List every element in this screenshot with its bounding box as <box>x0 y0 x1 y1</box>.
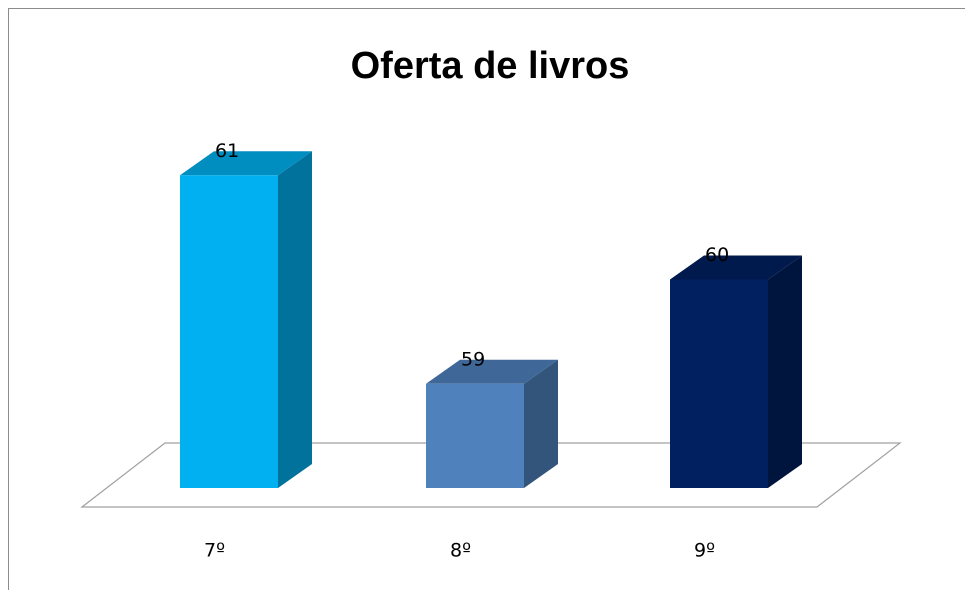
bar-side <box>768 255 802 488</box>
bar <box>426 359 558 488</box>
x-tick-label: 9º <box>694 540 715 562</box>
bar <box>670 255 802 488</box>
bar-front <box>426 383 524 488</box>
x-tick-label: 8º <box>450 540 471 562</box>
bar-top <box>426 359 558 384</box>
bar-front <box>670 279 768 488</box>
data-label: 59 <box>461 348 485 370</box>
bar-top <box>180 151 312 176</box>
chart-title: Oferta de livros <box>351 45 630 87</box>
bar-side <box>524 359 558 488</box>
bar-top <box>670 255 802 280</box>
bar-front <box>180 175 278 488</box>
data-label: 61 <box>215 140 239 162</box>
data-label: 60 <box>705 244 729 266</box>
bar <box>180 151 312 488</box>
x-tick-label: 7º <box>204 540 225 562</box>
bar-side <box>278 151 312 488</box>
